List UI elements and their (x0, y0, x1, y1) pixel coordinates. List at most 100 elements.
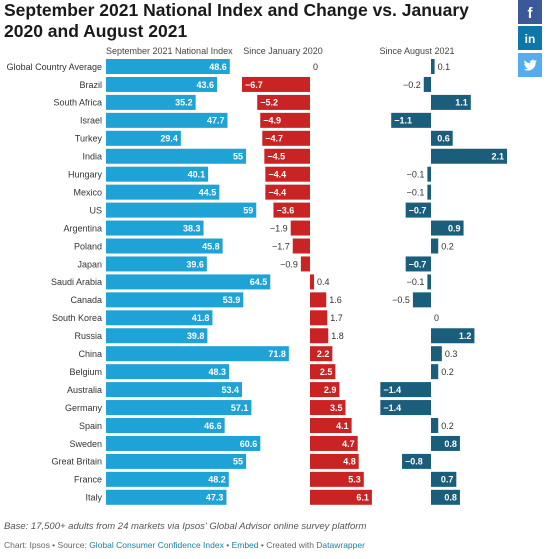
jan2020-value-label: −4.9 (263, 116, 281, 126)
jan2020-value-label: 6.1 (356, 493, 369, 503)
category-label: Sweden (69, 439, 102, 449)
datawrapper-link[interactable]: Datawrapper (316, 540, 365, 550)
aug2021-change-bar (431, 418, 438, 433)
index-value-label: 40.1 (188, 170, 206, 180)
index-value-label: 45.8 (202, 241, 220, 251)
category-label: Hungary (68, 170, 103, 180)
index-value-label: 46.6 (204, 421, 222, 431)
source-link[interactable]: Global Consumer Confidence Index (89, 540, 224, 550)
jan2020-value-label: −1.7 (272, 241, 290, 251)
aug2021-change-bar (431, 346, 442, 361)
index-value-label: 43.6 (197, 80, 215, 90)
aug2021-value-label: 0.8 (444, 493, 457, 503)
aug2021-value-label: −0.7 (409, 205, 427, 215)
index-value-label: 48.6 (209, 62, 227, 72)
aug2021-value-label: −1.1 (394, 116, 412, 126)
aug2021-change-bar (427, 274, 431, 289)
category-label: Germany (65, 403, 103, 413)
jan2020-value-label: 2.9 (324, 385, 337, 395)
jan2020-value-label: −0.9 (280, 259, 298, 269)
category-label: Turkey (75, 134, 103, 144)
index-value-label: 53.4 (221, 385, 239, 395)
category-label: Poland (74, 241, 102, 251)
aug2021-value-label: 0.3 (445, 349, 458, 359)
jan2020-change-bar (310, 274, 314, 289)
index-value-label: 44.5 (199, 187, 217, 197)
aug2021-value-label: 0.2 (441, 367, 454, 377)
chart-area: September 2021 National Index Since Janua… (0, 0, 550, 515)
category-label: South Korea (52, 313, 102, 323)
category-label: Great Britain (51, 457, 102, 467)
category-label: Russia (74, 331, 102, 341)
aug2021-change-bar (427, 167, 431, 182)
jan2020-value-label: −4.4 (268, 187, 286, 197)
aug2021-value-label: 1.2 (459, 331, 472, 341)
aug2021-value-label: −0.2 (403, 80, 421, 90)
index-value-label: 38.3 (183, 223, 201, 233)
category-label: Canada (70, 295, 102, 305)
index-value-label: 41.8 (192, 313, 210, 323)
aug2021-value-label: 0.6 (437, 134, 450, 144)
aug2021-change-bar (427, 185, 431, 200)
category-label: Italy (85, 493, 102, 503)
category-label: Mexico (73, 187, 102, 197)
index-value-label: 47.7 (207, 116, 225, 126)
jan2020-value-label: −4.5 (267, 152, 285, 162)
jan2020-change-bar (301, 256, 310, 271)
jan2020-value-label: 3.5 (330, 403, 343, 413)
jan2020-change-bar (310, 310, 327, 325)
category-label: Japan (77, 259, 102, 269)
aug2021-value-label: −0.1 (407, 187, 425, 197)
aug2021-value-label: 2.1 (491, 152, 504, 162)
credits-sep-1: • (224, 540, 232, 550)
jan2020-value-label: −4.4 (268, 170, 286, 180)
index-bar (106, 274, 270, 289)
index-value-label: 48.3 (208, 367, 226, 377)
index-value-label: 71.8 (268, 349, 286, 359)
jan2020-change-bar (310, 292, 326, 307)
jan2020-value-label: 1.8 (331, 331, 344, 341)
aug2021-change-bar (431, 364, 438, 379)
aug2021-value-label: 0.7 (441, 475, 454, 485)
index-value-label: 35.2 (175, 98, 193, 108)
index-bar (106, 346, 289, 361)
chart-note: Base: 17,500+ adults from 24 markets via… (4, 521, 366, 532)
aug2021-value-label: −1.4 (383, 403, 401, 413)
embed-link[interactable]: Embed (232, 540, 259, 550)
aug2021-value-label: 1.1 (455, 98, 468, 108)
jan2020-value-label: 0 (313, 62, 318, 72)
aug2021-value-label: −0.8 (405, 457, 423, 467)
aug2021-value-label: 0.8 (444, 439, 457, 449)
chart-credits: Chart: Ipsos • Source: Global Consumer C… (4, 540, 365, 550)
index-value-label: 57.1 (231, 403, 249, 413)
jan2020-value-label: 4.7 (342, 439, 355, 449)
jan2020-value-label: 1.7 (330, 313, 343, 323)
jan2020-value-label: 0.4 (317, 277, 330, 287)
aug2021-value-label: −0.1 (407, 170, 425, 180)
category-label: Brazil (79, 80, 102, 90)
jan2020-value-label: −5.2 (260, 98, 278, 108)
jan2020-value-label: 4.1 (336, 421, 349, 431)
index-value-label: 48.2 (208, 475, 226, 485)
column-header-3: Since August 2021 (379, 46, 454, 56)
index-value-label: 55 (233, 152, 243, 162)
category-label: France (74, 475, 102, 485)
index-value-label: 47.3 (206, 493, 224, 503)
jan2020-value-label: −3.6 (276, 205, 294, 215)
jan2020-value-label: −6.7 (245, 80, 263, 90)
aug2021-value-label: 0.1 (438, 62, 451, 72)
aug2021-change-bar (431, 59, 435, 74)
index-value-label: 59 (243, 205, 253, 215)
category-label: China (78, 349, 102, 359)
aug2021-value-label: 0 (434, 313, 439, 323)
jan2020-change-bar (291, 221, 310, 236)
index-value-label: 60.6 (240, 439, 258, 449)
index-bar (106, 400, 251, 415)
category-label: Australia (67, 385, 102, 395)
jan2020-value-label: 4.8 (343, 457, 356, 467)
jan2020-value-label: −4.7 (265, 134, 283, 144)
aug2021-value-label: −0.5 (392, 295, 410, 305)
index-value-label: 39.6 (186, 259, 204, 269)
index-value-label: 55 (233, 457, 243, 467)
index-bar (106, 203, 256, 218)
